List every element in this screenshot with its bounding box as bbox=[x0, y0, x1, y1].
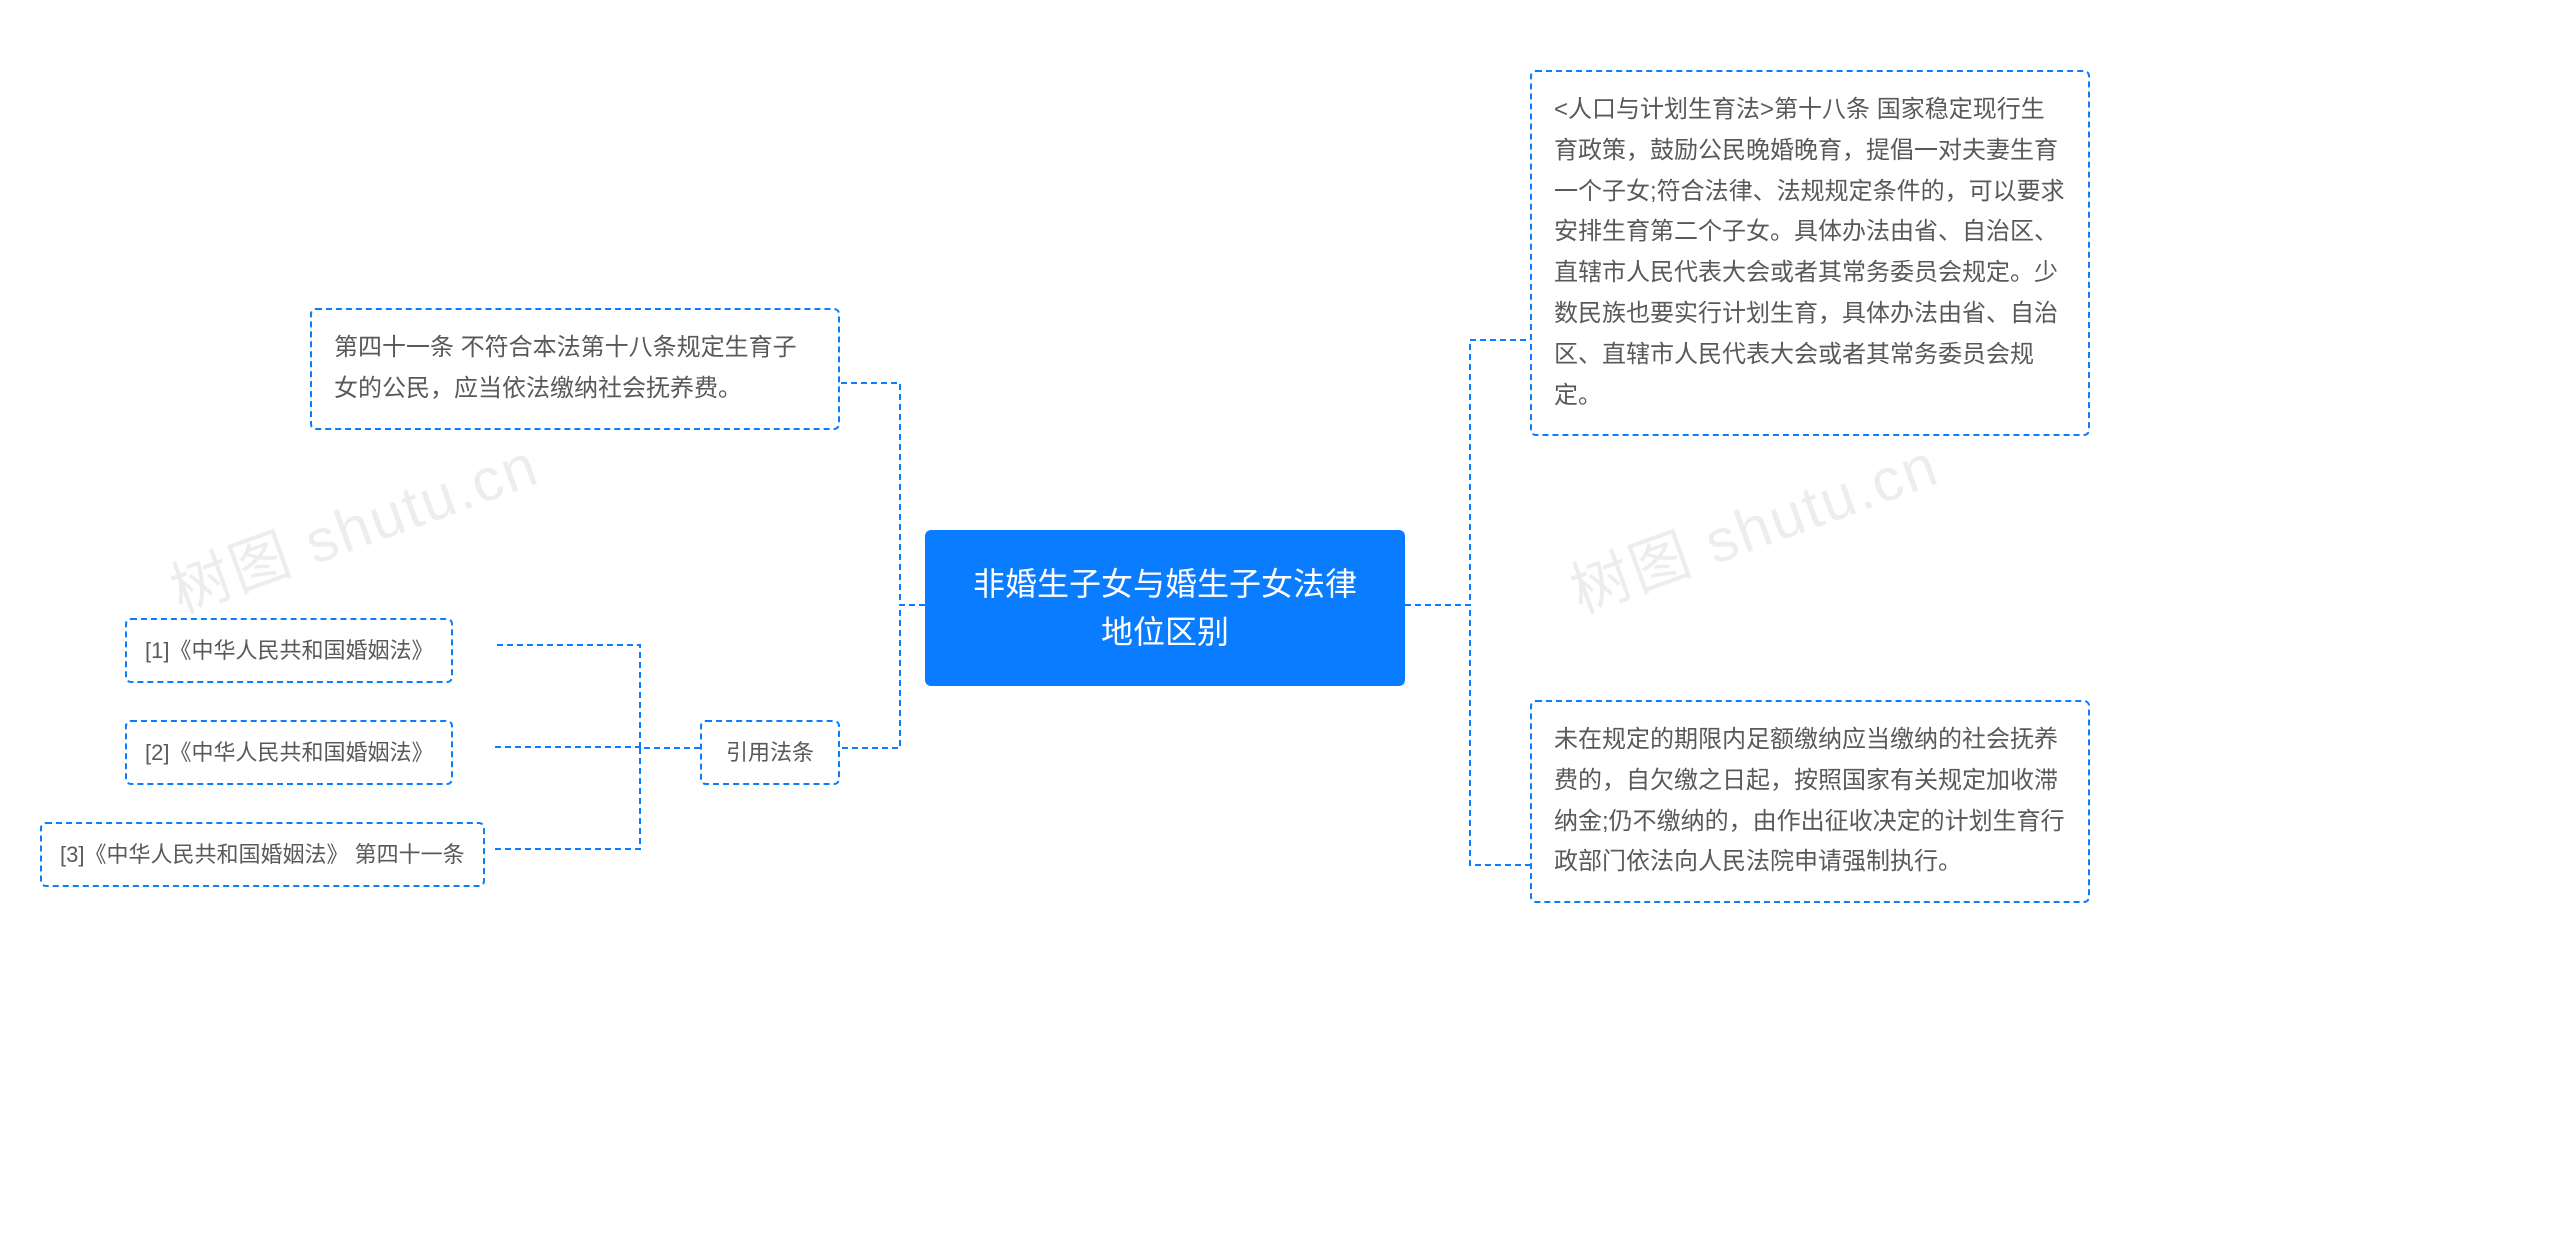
cite-label-text: 引用法条 bbox=[726, 740, 814, 765]
ref-text-0: [1]《中华人民共和国婚姻法》 bbox=[145, 638, 433, 663]
right-top-node[interactable]: <人口与计划生育法>第十八条 国家稳定现行生育政策，鼓励公民晚婚晚育，提倡一对夫… bbox=[1530, 70, 2090, 436]
ref-text-2: [3]《中华人民共和国婚姻法》 第四十一条 bbox=[60, 842, 465, 867]
ref-node-2[interactable]: [3]《中华人民共和国婚姻法》 第四十一条 bbox=[40, 822, 485, 887]
ref-node-0[interactable]: [1]《中华人民共和国婚姻法》 bbox=[125, 618, 453, 683]
center-node[interactable]: 非婚生子女与婚生子女法律地位区别 bbox=[925, 530, 1405, 686]
right-bottom-node[interactable]: 未在规定的期限内足额缴纳应当缴纳的社会抚养费的，自欠缴之日起，按照国家有关规定加… bbox=[1530, 700, 2090, 903]
center-node-text: 非婚生子女与婚生子女法律地位区别 bbox=[973, 566, 1357, 650]
right-bottom-text: 未在规定的期限内足额缴纳应当缴纳的社会抚养费的，自欠缴之日起，按照国家有关规定加… bbox=[1554, 726, 2065, 875]
left-top-node[interactable]: 第四十一条 不符合本法第十八条规定生育子女的公民，应当依法缴纳社会抚养费。 bbox=[310, 308, 840, 430]
right-top-text: <人口与计划生育法>第十八条 国家稳定现行生育政策，鼓励公民晚婚晚育，提倡一对夫… bbox=[1554, 96, 2065, 409]
ref-node-1[interactable]: [2]《中华人民共和国婚姻法》 bbox=[125, 720, 453, 785]
ref-text-1: [2]《中华人民共和国婚姻法》 bbox=[145, 740, 433, 765]
left-top-text: 第四十一条 不符合本法第十八条规定生育子女的公民，应当依法缴纳社会抚养费。 bbox=[334, 334, 797, 402]
watermark-2: 树图 shutu.cn bbox=[1557, 417, 1949, 631]
cite-label-node[interactable]: 引用法条 bbox=[700, 720, 840, 785]
watermark-1: 树图 shutu.cn bbox=[157, 417, 549, 631]
